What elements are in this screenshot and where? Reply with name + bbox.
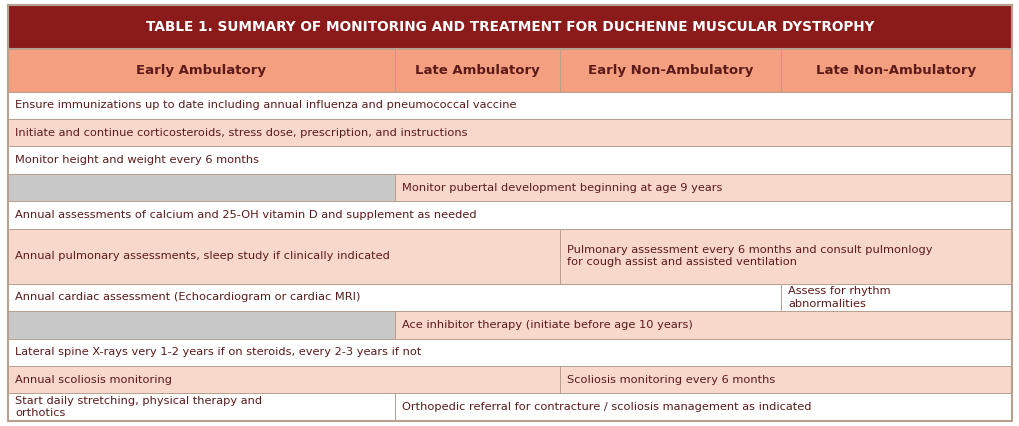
Text: TABLE 1. SUMMARY OF MONITORING AND TREATMENT FOR DUCHENNE MUSCULAR DYSTROPHY: TABLE 1. SUMMARY OF MONITORING AND TREAT…: [146, 20, 873, 34]
Text: Assess for rhythm
abnormalities: Assess for rhythm abnormalities: [788, 286, 890, 308]
Bar: [8, 5, 1011, 49]
Bar: [8, 201, 1011, 229]
Text: Pulmonary assessment every 6 months and consult pulmonlogy
for cough assist and : Pulmonary assessment every 6 months and …: [567, 245, 932, 268]
Bar: [8, 311, 394, 339]
Bar: [559, 229, 1011, 284]
Bar: [394, 311, 1011, 339]
Bar: [8, 394, 394, 421]
Text: Annual cardiac assessment (Echocardiogram or cardiac MRI): Annual cardiac assessment (Echocardiogra…: [15, 292, 361, 302]
Bar: [394, 49, 559, 92]
Bar: [8, 49, 394, 92]
Text: Late Ambulatory: Late Ambulatory: [415, 64, 539, 77]
Text: Annual assessments of calcium and 25-OH vitamin D and supplement as needed: Annual assessments of calcium and 25-OH …: [15, 210, 477, 220]
Bar: [8, 339, 1011, 366]
Text: Monitor height and weight every 6 months: Monitor height and weight every 6 months: [15, 155, 259, 165]
Text: Early Non-Ambulatory: Early Non-Ambulatory: [587, 64, 753, 77]
Bar: [559, 366, 1011, 394]
Text: Ace inhibitor therapy (initiate before age 10 years): Ace inhibitor therapy (initiate before a…: [401, 320, 692, 330]
Text: Monitor pubertal development beginning at age 9 years: Monitor pubertal development beginning a…: [401, 183, 721, 193]
Text: Early Ambulatory: Early Ambulatory: [137, 64, 266, 77]
Bar: [8, 284, 781, 311]
Bar: [781, 284, 1011, 311]
Bar: [8, 147, 1011, 174]
Bar: [8, 92, 1011, 119]
Text: Scoliosis monitoring every 6 months: Scoliosis monitoring every 6 months: [567, 375, 774, 385]
Bar: [8, 366, 559, 394]
Text: Ensure immunizations up to date including annual influenza and pneumococcal vacc: Ensure immunizations up to date includin…: [15, 100, 517, 110]
Bar: [559, 49, 781, 92]
Text: Lateral spine X-rays very 1-2 years if on steroids, every 2-3 years if not: Lateral spine X-rays very 1-2 years if o…: [15, 347, 421, 357]
Bar: [394, 394, 1011, 421]
Bar: [8, 229, 559, 284]
Bar: [394, 174, 1011, 201]
Bar: [781, 49, 1011, 92]
Bar: [8, 119, 1011, 147]
Bar: [8, 174, 394, 201]
Text: Annual pulmonary assessments, sleep study if clinically indicated: Annual pulmonary assessments, sleep stud…: [15, 251, 390, 261]
Text: Annual scoliosis monitoring: Annual scoliosis monitoring: [15, 375, 172, 385]
Text: Start daily stretching, physical therapy and
orthotics: Start daily stretching, physical therapy…: [15, 396, 262, 418]
Text: Initiate and continue corticosteroids, stress dose, prescription, and instructio: Initiate and continue corticosteroids, s…: [15, 128, 468, 138]
Text: Late Non-Ambulatory: Late Non-Ambulatory: [815, 64, 975, 77]
Text: Orthopedic referral for contracture / scoliosis management as indicated: Orthopedic referral for contracture / sc…: [401, 402, 810, 412]
